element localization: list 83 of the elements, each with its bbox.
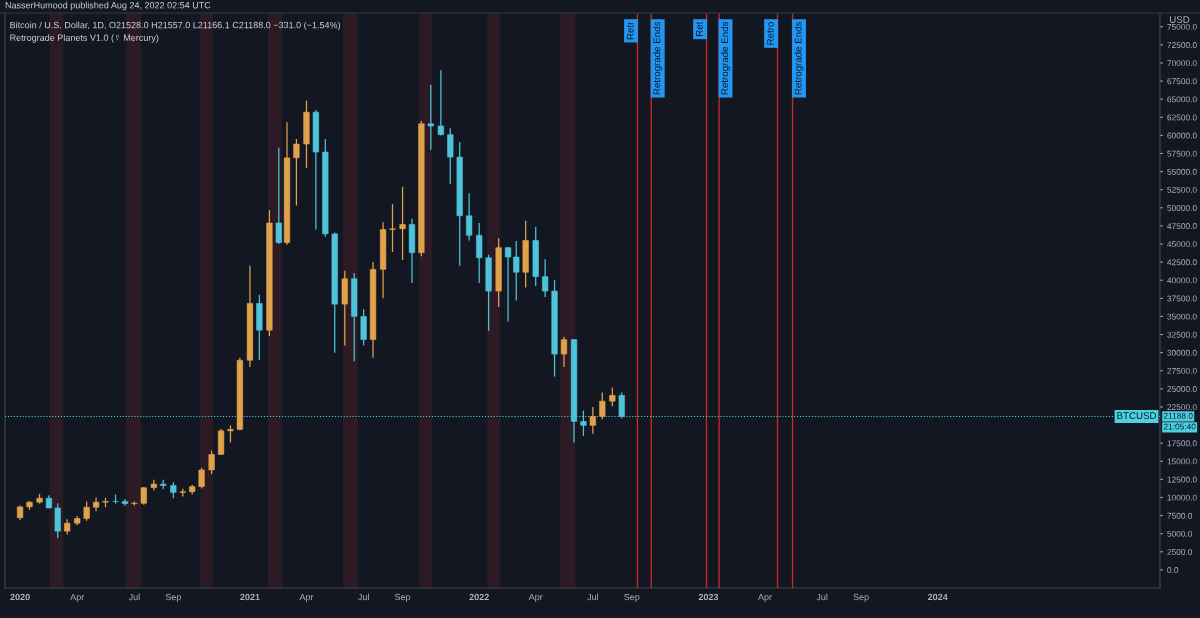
y-tick-label: 42500.0 bbox=[1167, 259, 1197, 266]
candlestick bbox=[447, 127, 454, 185]
y-tick-label: 12500.0 bbox=[1167, 476, 1197, 483]
x-tick-label: 2022 bbox=[469, 593, 489, 601]
y-tick-label: 65000.0 bbox=[1167, 96, 1197, 103]
ref-line-label: Retrograde Ends bbox=[653, 21, 663, 95]
x-tick-label: Sep bbox=[624, 593, 640, 602]
text: 21:05:40 bbox=[1163, 423, 1196, 430]
candlestick bbox=[208, 449, 215, 475]
y-tick-label: 60000.0 bbox=[1167, 132, 1197, 139]
y-tick-label: 47500.0 bbox=[1167, 223, 1197, 230]
candlestick bbox=[83, 500, 90, 522]
x-tick-label: Apr bbox=[757, 593, 772, 602]
ref-line-label: Retrograde Ends bbox=[720, 21, 731, 95]
candlestick bbox=[618, 391, 625, 420]
x-tick-label: Apr bbox=[528, 593, 543, 602]
candlestick bbox=[466, 192, 473, 242]
text: 21188.0 bbox=[1163, 412, 1193, 419]
y-tick-label: 35000.0 bbox=[1167, 313, 1197, 320]
x-tick-label: Apr bbox=[299, 593, 314, 602]
y-tick-label: 45000.0 bbox=[1167, 241, 1197, 248]
x-tick-label: Jul bbox=[587, 593, 599, 601]
y-tick-label: 52500.0 bbox=[1167, 186, 1197, 193]
text: Retrograde Planets V1.0 (☿ Mercury) bbox=[10, 34, 159, 43]
y-tick-label: 75000.0 bbox=[1167, 23, 1197, 30]
candlestick bbox=[275, 147, 282, 245]
y-tick-label: 30000.0 bbox=[1167, 349, 1197, 356]
candlestick bbox=[293, 138, 300, 207]
candlestick bbox=[427, 84, 434, 151]
x-tick-label: 2020 bbox=[10, 593, 30, 601]
ref-line-label: Retrograde Ends bbox=[794, 21, 804, 95]
y-axis-title: USD bbox=[1169, 16, 1190, 24]
x-tick-label: Apr bbox=[70, 593, 85, 602]
y-tick-label: 67500.0 bbox=[1167, 78, 1197, 85]
y-tick-label: 37500.0 bbox=[1167, 295, 1197, 302]
candlestick bbox=[476, 222, 483, 284]
y-tick-label: 72500.0 bbox=[1167, 42, 1197, 48]
y-tick-label: 57500.0 bbox=[1167, 150, 1197, 157]
ref-line-label: Retro bbox=[766, 22, 774, 45]
y-tick-label: 7500.0 bbox=[1167, 512, 1193, 519]
ref-line-label: Retr bbox=[626, 21, 634, 40]
y-tick-label: 62500.0 bbox=[1167, 114, 1197, 121]
x-tick-label: Jul bbox=[357, 593, 369, 601]
candlestick bbox=[580, 409, 587, 437]
x-tick-label: 2024 bbox=[927, 593, 948, 601]
x-tick-label: Sep bbox=[853, 593, 869, 602]
x-tick-label: Jul bbox=[128, 593, 140, 601]
y-tick-label: 5000.0 bbox=[1167, 530, 1193, 537]
y-tick-label: 25000.0 bbox=[1167, 386, 1197, 392]
candlestick bbox=[92, 496, 100, 512]
ref-line-label: BTCUSD bbox=[1117, 412, 1157, 420]
candlestick bbox=[599, 391, 606, 420]
candlestick bbox=[399, 186, 406, 261]
y-tick-label: 40000.0 bbox=[1167, 277, 1197, 284]
candlestick bbox=[389, 203, 396, 253]
ref-line-label: Ret bbox=[695, 21, 703, 36]
candlestick bbox=[360, 308, 367, 347]
y-tick-label: 50000.0 bbox=[1167, 205, 1197, 211]
text: NasserHumood published Aug 24, 2022 02:54 UTC bbox=[5, 1, 211, 11]
x-tick-label: Sep bbox=[394, 593, 411, 602]
candlestick bbox=[217, 428, 225, 456]
x-tick-label: Jul bbox=[816, 593, 828, 601]
x-tick-label: Sep bbox=[165, 593, 181, 602]
y-tick-label: 17500.0 bbox=[1167, 440, 1197, 447]
candlestick bbox=[542, 258, 549, 298]
candlestick bbox=[560, 336, 568, 368]
x-tick-label: 2023 bbox=[698, 593, 719, 601]
candlestick bbox=[437, 69, 444, 137]
y-tick-label: 10000.0 bbox=[1167, 494, 1197, 501]
y-tick-label: 32500.0 bbox=[1167, 331, 1197, 338]
text: Bitcoin / U.S. Dollar, 1D, O21528.0 H21557.0 L21166.1 C21188.0 −331.0 (−1.54%) bbox=[10, 21, 340, 31]
candlestick bbox=[54, 502, 61, 539]
y-tick-label: 0.0 bbox=[1167, 567, 1179, 573]
y-tick-label: 22500.0 bbox=[1167, 404, 1197, 411]
candlestick bbox=[198, 467, 205, 490]
candlestick bbox=[589, 406, 596, 435]
y-tick-label: 55000.0 bbox=[1167, 168, 1197, 175]
y-tick-label: 27500.0 bbox=[1167, 367, 1197, 374]
candlestick bbox=[609, 386, 616, 407]
y-tick-label: 70000.0 bbox=[1167, 60, 1197, 67]
y-tick-label: 15000.0 bbox=[1167, 458, 1197, 465]
y-tick-label: 2500.0 bbox=[1167, 548, 1193, 555]
x-tick-label: 2021 bbox=[240, 593, 260, 601]
